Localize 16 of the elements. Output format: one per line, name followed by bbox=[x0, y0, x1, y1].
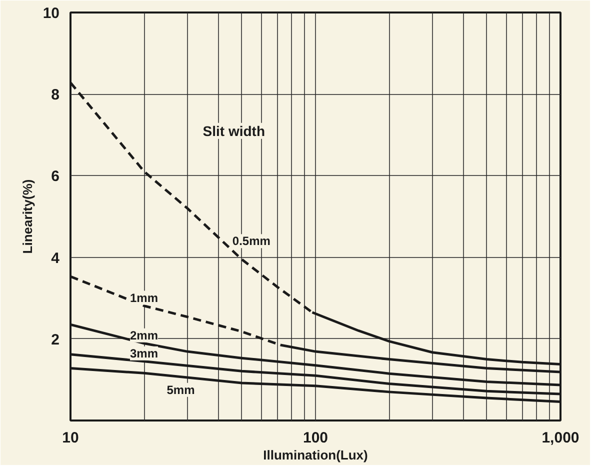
x-axis-title: Illumination(Lux) bbox=[263, 448, 368, 462]
series-label: 3mm bbox=[130, 346, 158, 360]
y-tick-label: 8 bbox=[51, 86, 60, 104]
y-axis-title: Linearity(%) bbox=[20, 179, 35, 254]
x-tick-label: 100 bbox=[302, 430, 328, 446]
x-tick-label: 10 bbox=[62, 430, 79, 446]
series-label: 5mm bbox=[166, 382, 195, 397]
y-tick-label: 2 bbox=[51, 331, 60, 348]
y-tick-label: 6 bbox=[51, 168, 60, 186]
series-label: 1mm bbox=[130, 290, 158, 305]
annotation: Slit width bbox=[202, 122, 266, 139]
series-label: 0.5mm bbox=[232, 234, 270, 248]
series-label: 2mm bbox=[130, 328, 158, 342]
x-tick-label: 1,000 bbox=[542, 430, 580, 446]
y-tick-label: 4 bbox=[51, 250, 60, 267]
y-tick-label: 10 bbox=[42, 5, 60, 22]
